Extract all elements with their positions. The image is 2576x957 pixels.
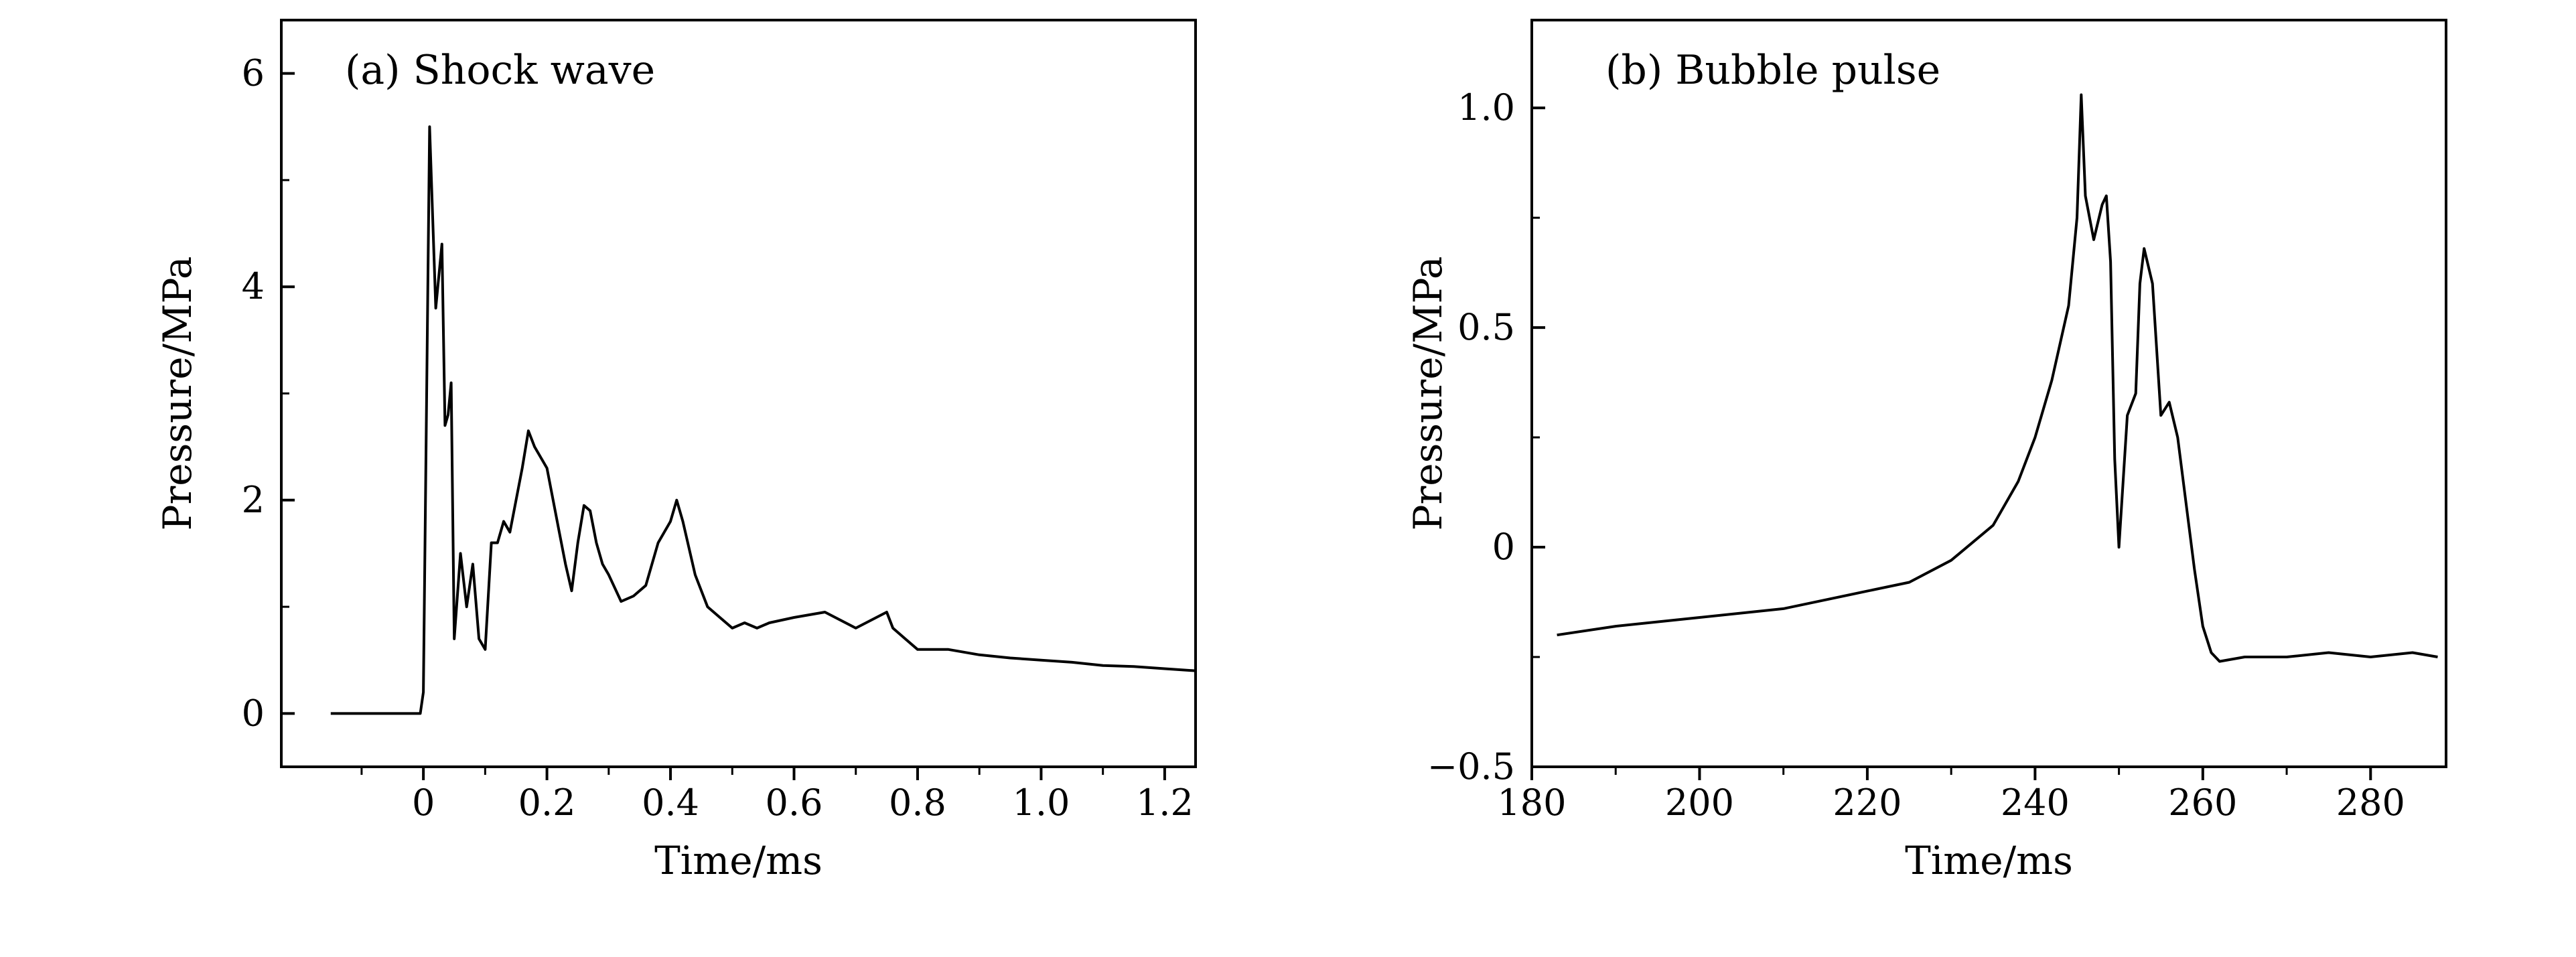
y-tick-label: −0.5 <box>1427 745 1515 788</box>
y-axis-label: Pressure/MPa <box>155 256 200 531</box>
y-ticks: −0.5 0 0.5 1.0 <box>1427 86 1545 788</box>
x-tick-label: 0.4 <box>642 782 699 824</box>
series-group <box>330 125 1196 715</box>
plot-frame <box>280 19 1197 768</box>
series-group <box>1557 93 2438 663</box>
plot-frame <box>1530 19 2447 768</box>
chart-title: (b) Bubble pulse <box>1605 47 1940 94</box>
x-tick-label: 280 <box>2336 782 2405 824</box>
y-tick-label: 0.5 <box>1457 306 1515 348</box>
y-tick-label: 0 <box>1492 526 1515 568</box>
series-line-0 <box>1557 93 2438 663</box>
y-tick-label: 1.0 <box>1457 86 1515 129</box>
chart-title: (a) Shock wave <box>345 47 655 94</box>
x-tick-label: 0 <box>412 782 435 824</box>
x-tick-label: 1.0 <box>1012 782 1070 824</box>
x-tick-label: 0.2 <box>518 782 576 824</box>
x-axis-label: Time/ms <box>1905 838 2073 883</box>
chart-bubble-pulse: 180 200 220 240 260 280 −0.5 0 0.5 1.0 (b) Bubbl… <box>1405 19 2447 883</box>
y-tick-label: 6 <box>242 52 265 94</box>
x-tick-label: 220 <box>1833 782 1902 824</box>
x-axis-label: Time/ms <box>654 838 822 883</box>
x-tick-label: 260 <box>2168 782 2237 824</box>
x-tick-label: 1.2 <box>1136 782 1194 824</box>
x-tick-label: 0.6 <box>766 782 823 824</box>
x-tick-label: 240 <box>2001 782 2070 824</box>
y-tick-label: 0 <box>242 692 265 734</box>
x-tick-label: 0.8 <box>889 782 946 824</box>
x-tick-label: 180 <box>1497 782 1566 824</box>
y-tick-label: 2 <box>242 479 265 521</box>
x-ticks: 180 200 220 240 260 280 <box>1497 767 2405 824</box>
series-line-0 <box>330 125 1196 715</box>
x-tick-label: 200 <box>1665 782 1734 824</box>
x-ticks: 0 0.2 0.4 0.6 0.8 1.0 1.2 <box>360 767 1194 824</box>
y-ticks: 0 2 4 6 <box>242 52 295 734</box>
y-axis-label: Pressure/MPa <box>1405 256 1451 531</box>
y-tick-label: 4 <box>242 265 265 307</box>
